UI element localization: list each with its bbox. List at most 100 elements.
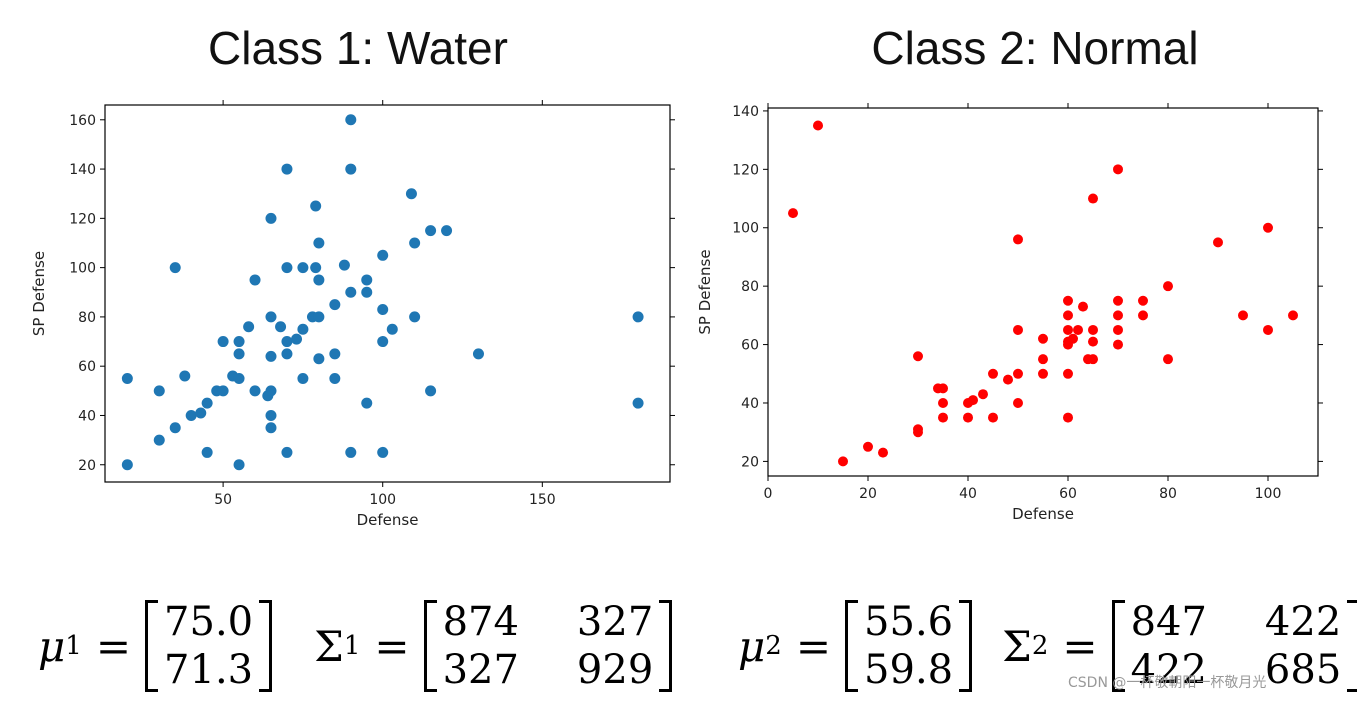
plot-frame (104, 104, 671, 483)
x-tick-label: 100 (369, 492, 396, 508)
data-point (813, 120, 823, 131)
x-tick-label: 50 (214, 492, 232, 508)
data-point (938, 383, 948, 394)
sigma-superscript: 1 (343, 631, 361, 661)
data-point (1088, 324, 1098, 335)
sigma-symbol: Σ (1002, 621, 1032, 671)
x-tick-label: 20 (859, 486, 877, 502)
data-point (329, 373, 341, 385)
chart-2-title: Class 2: Normal (871, 22, 1199, 74)
data-point (265, 212, 277, 224)
cov-value: 685 (1264, 647, 1342, 693)
mean-vector: 55.6 59.8 (845, 600, 973, 693)
data-point (169, 422, 181, 434)
data-point (938, 412, 948, 423)
data-point (1113, 324, 1123, 335)
data-point (1013, 324, 1023, 335)
mu-superscript: 1 (65, 631, 82, 661)
data-point (1013, 234, 1023, 245)
mu-symbol: μ (738, 621, 766, 671)
data-point (265, 422, 277, 434)
data-point (249, 385, 261, 397)
data-point (265, 409, 277, 421)
data-point (201, 397, 213, 409)
x-tick-label: 150 (529, 492, 556, 508)
data-point (281, 348, 293, 360)
data-point (185, 409, 197, 421)
data-point (1263, 324, 1273, 335)
equals-sign: = (1062, 621, 1098, 671)
data-point (310, 262, 322, 274)
cov-value: 929 (576, 647, 654, 693)
data-point (153, 434, 165, 446)
cov-value: 874 (442, 599, 519, 645)
cov-value: 327 (442, 647, 519, 693)
data-point (361, 397, 373, 409)
data-point (233, 373, 245, 385)
data-point (377, 304, 389, 316)
data-point (788, 208, 798, 219)
data-point (265, 385, 277, 397)
y-tick-label: 20 (741, 454, 759, 470)
y-tick-label: 80 (78, 310, 96, 326)
equals-sign: = (95, 621, 132, 671)
data-point (425, 225, 437, 237)
watermark: CSDN @一杯敬朝阳一杯敬月光 (1068, 675, 1267, 691)
data-point (338, 259, 350, 271)
data-point (1138, 310, 1148, 321)
data-point (291, 333, 303, 345)
data-point (1063, 310, 1073, 321)
data-point (1088, 193, 1098, 204)
y-axis-label: SP Defense (30, 251, 48, 336)
data-point (441, 225, 453, 237)
mean-value: 59.8 (864, 647, 954, 693)
data-point (1288, 310, 1298, 321)
sigma-superscript: 2 (1031, 631, 1049, 661)
data-point (1238, 310, 1248, 321)
data-point (281, 262, 293, 274)
data-point (968, 395, 978, 406)
data-point (361, 274, 373, 286)
data-point (1113, 339, 1123, 350)
data-point (121, 373, 133, 385)
cov-value: 422 (1130, 647, 1207, 693)
x-tick-label: 80 (1159, 486, 1177, 502)
data-point (632, 397, 644, 409)
data-point (632, 311, 644, 323)
data-point (297, 262, 309, 274)
cov-value: 327 (576, 599, 654, 645)
covariance-matrix: 847 422 422 685 (1111, 599, 1357, 693)
data-point (1063, 324, 1073, 335)
covariance-matrix: 874 327 327 929 (423, 599, 673, 693)
data-point (297, 373, 309, 385)
data-point (1038, 354, 1048, 365)
y-tick-label: 80 (741, 279, 759, 295)
data-point (1063, 368, 1073, 379)
data-point (425, 385, 437, 397)
data-point (169, 262, 181, 274)
y-tick-label: 40 (78, 408, 96, 424)
data-point (377, 249, 389, 261)
data-point (265, 311, 277, 323)
x-tick-label: 40 (959, 486, 977, 502)
y-tick-label: 20 (78, 458, 96, 474)
data-point (1088, 354, 1098, 365)
x-tick-label: 0 (764, 486, 773, 502)
data-point (1013, 368, 1023, 379)
data-point (217, 385, 229, 397)
data-point (1013, 397, 1023, 408)
sigma-symbol: Σ (314, 621, 344, 671)
data-point (345, 114, 357, 126)
data-point (963, 412, 973, 423)
cov-value: 847 (1130, 599, 1207, 645)
mean-value: 75.0 (164, 599, 254, 645)
data-point (409, 311, 421, 323)
data-point (233, 459, 245, 471)
data-point (838, 456, 848, 467)
data-point (913, 351, 923, 362)
data-point (1078, 301, 1088, 312)
data-point (377, 336, 389, 348)
data-point (377, 446, 389, 458)
